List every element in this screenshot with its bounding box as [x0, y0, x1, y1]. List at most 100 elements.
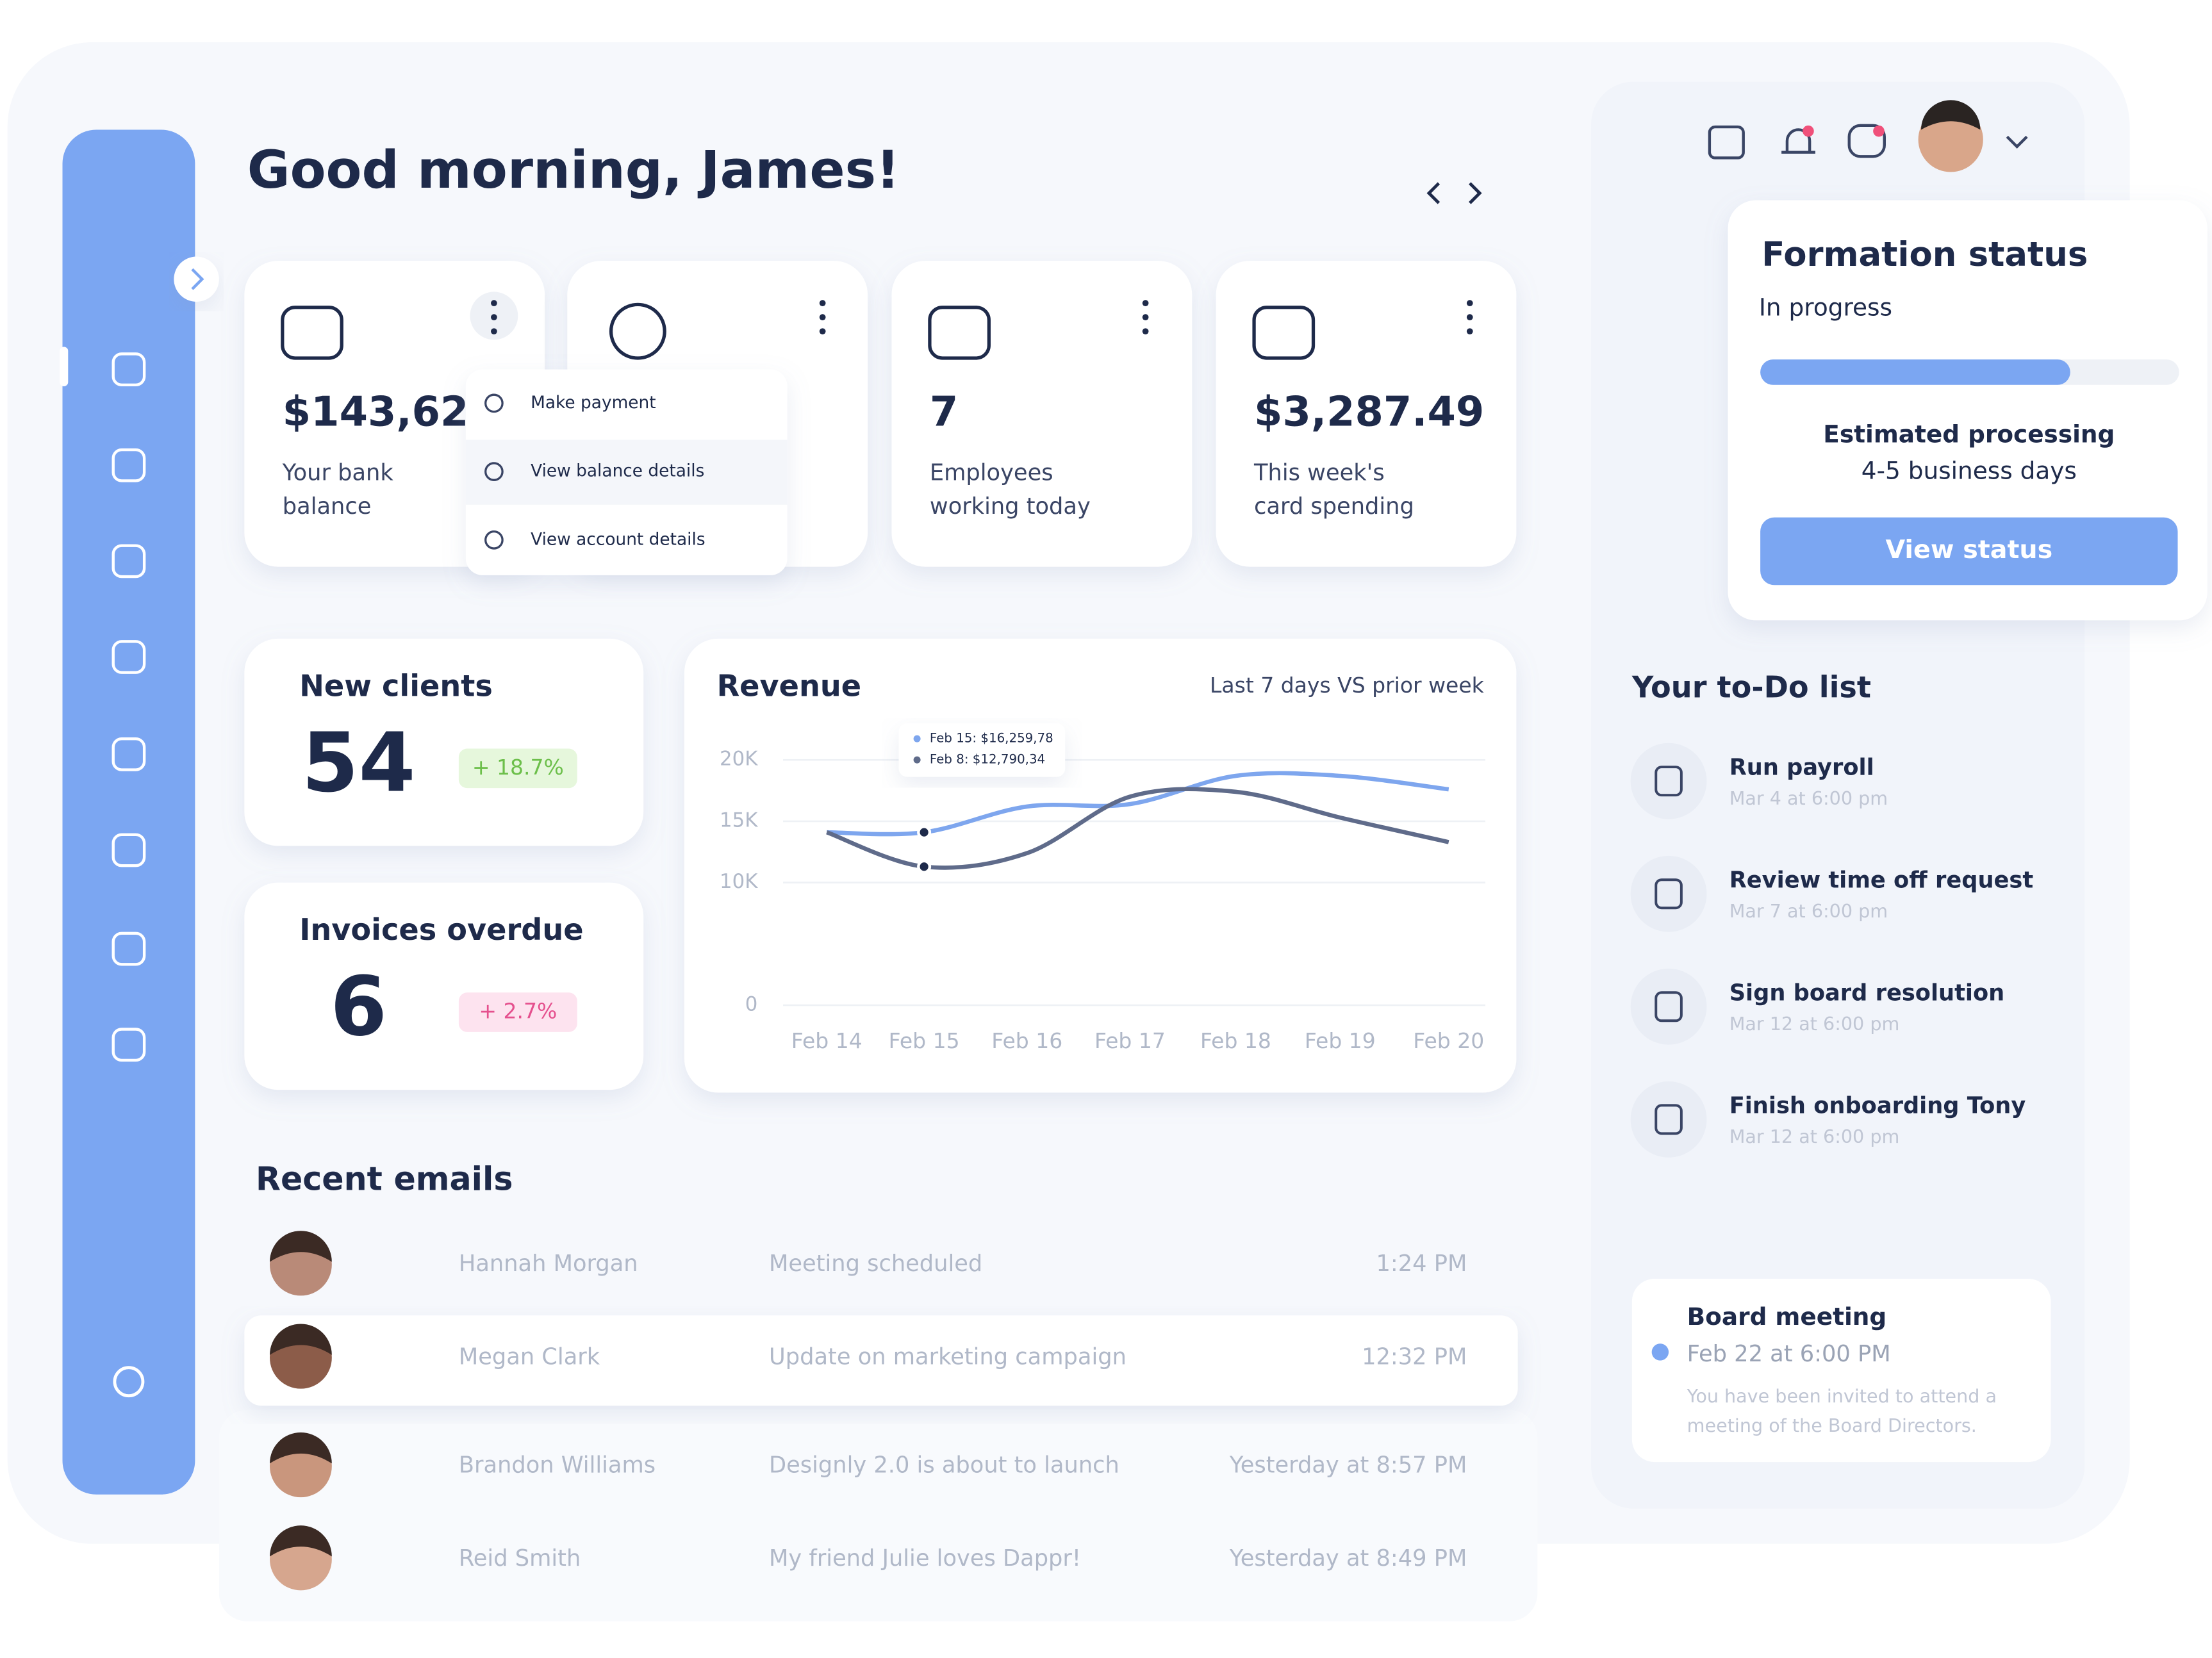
card-label: balance [283, 493, 372, 520]
formation-title: Formation status [1762, 235, 2088, 274]
nav-icon[interactable] [111, 737, 146, 771]
view-status-button[interactable] [1760, 517, 2178, 586]
card-icon [928, 306, 991, 360]
nav-icon[interactable] [111, 1028, 146, 1062]
nav-icon[interactable] [111, 640, 146, 674]
todo-icon [1655, 878, 1683, 910]
top-icons [1708, 124, 2028, 160]
kebab-dot[interactable] [1142, 300, 1149, 306]
todo-title: Run payroll [1729, 754, 1874, 780]
nav-icon[interactable] [111, 833, 146, 867]
email-subject: My friend Julie loves Dappr! [769, 1545, 1081, 1572]
formation-card [1728, 200, 2208, 621]
y-tick-label: 20K [720, 748, 758, 771]
bell-icon[interactable] [1781, 128, 1815, 154]
email-time: 1:24 PM [1376, 1251, 1467, 1277]
profile-dropdown[interactable] [2006, 135, 2028, 149]
kebab-dot[interactable] [491, 300, 497, 306]
todo-icon-bg [1630, 968, 1707, 1045]
event-text: You have been invited to attend a [1687, 1385, 1997, 1407]
email-sender: Hannah Morgan [459, 1251, 638, 1277]
x-tick-label: Feb 16 [991, 1028, 1062, 1053]
menu-hover [465, 439, 788, 505]
email-sender: Brandon Williams [459, 1452, 656, 1479]
kebab-dot[interactable] [1142, 314, 1149, 320]
card-label: Employees [930, 459, 1053, 486]
email-subject: Update on marketing campaign [769, 1343, 1127, 1370]
card-icon [1252, 306, 1316, 360]
todo-icon [1655, 766, 1683, 797]
estimate-text: 4-5 business days [1861, 457, 2077, 485]
kebab-dot[interactable] [491, 314, 497, 320]
calendar-icon[interactable] [1708, 125, 1745, 160]
sidebar-toggle[interactable] [174, 256, 219, 302]
kpi-value: 6 [330, 960, 387, 1055]
card-value: $143,624 [283, 389, 497, 436]
kebab-dot[interactable] [819, 300, 826, 306]
kebab-dot[interactable] [1466, 314, 1473, 320]
x-tick-label: Feb 19 [1305, 1028, 1376, 1053]
email-overflow [219, 1409, 1538, 1621]
change-label: + 2.7% [479, 999, 557, 1024]
y-tick-label: 10K [720, 870, 758, 893]
revenue-card [684, 638, 1517, 1093]
todo-date: Mar 12 at 6:00 pm [1729, 1126, 1900, 1147]
nav-icon[interactable] [111, 448, 146, 482]
todo-date: Mar 7 at 6:00 pm [1729, 900, 1888, 922]
kebab-dot[interactable] [491, 328, 497, 335]
email-time: 12:32 PM [1362, 1343, 1467, 1370]
kpi-title: New clients [299, 668, 493, 703]
event-title: Board meeting [1687, 1302, 1887, 1331]
change-badge [458, 992, 577, 1032]
email-time: Yesterday at 8:49 PM [1229, 1545, 1467, 1572]
card-label: This week's [1253, 459, 1385, 486]
change-badge [458, 748, 577, 789]
nav-icon[interactable] [111, 352, 146, 386]
email-sender: Megan Clark [459, 1343, 600, 1370]
card-value: 7 [930, 389, 958, 436]
todo-icon [1655, 1104, 1683, 1135]
email-sender: Reid Smith [459, 1545, 581, 1572]
chat-icon[interactable] [1847, 124, 1886, 158]
section-title: Recent emails [256, 1160, 513, 1198]
x-tick-label: Feb 20 [1413, 1028, 1484, 1053]
nav-icon[interactable] [111, 544, 146, 579]
avatar-hair [1920, 100, 1981, 130]
card-value: $3,287.49 [1254, 389, 1484, 436]
card-label: card spending [1254, 493, 1414, 520]
kpi-title: Invoices overdue [299, 912, 583, 947]
hover-point [917, 859, 932, 874]
todo-date: Mar 12 at 6:00 pm [1729, 1013, 1900, 1035]
notification-dot [1803, 125, 1814, 137]
kebab-dot[interactable] [1466, 328, 1473, 335]
menu-icon [484, 462, 504, 481]
x-tick-label: Feb 17 [1094, 1028, 1166, 1053]
y-tick-label: 0 [745, 993, 758, 1016]
settings-icon[interactable] [113, 1366, 145, 1398]
event-date: Feb 22 at 6:00 PM [1687, 1341, 1891, 1367]
event-card [1631, 1279, 2051, 1463]
kebab-dot[interactable] [1466, 300, 1473, 306]
chart-title: Revenue [717, 668, 862, 703]
avatar-hair [269, 1231, 332, 1262]
email-time: Yesterday at 8:57 PM [1229, 1452, 1467, 1479]
sidebar [62, 129, 195, 1495]
x-tick-label: Feb 18 [1200, 1028, 1271, 1053]
nav-icon[interactable] [111, 932, 146, 966]
toggle-icon [191, 268, 204, 290]
email-subject: Designly 2.0 is about to launch [769, 1452, 1119, 1479]
todo-icon-bg [1630, 1081, 1707, 1158]
kebab-dot[interactable] [819, 314, 826, 320]
tooltip-text: Feb 8: $12,790,34 [930, 752, 1045, 767]
kebab-dot[interactable] [819, 328, 826, 335]
hover-point [917, 825, 932, 840]
kebab-dot[interactable] [1142, 328, 1149, 335]
tooltip-dot [913, 756, 921, 764]
card-label: Your bank [282, 459, 394, 486]
pager-arrows[interactable] [1426, 182, 1482, 204]
menu-item: Make payment [531, 393, 656, 413]
todo-icon-bg [1630, 743, 1707, 819]
kpi-card [244, 882, 644, 1090]
menu-icon [484, 530, 504, 550]
